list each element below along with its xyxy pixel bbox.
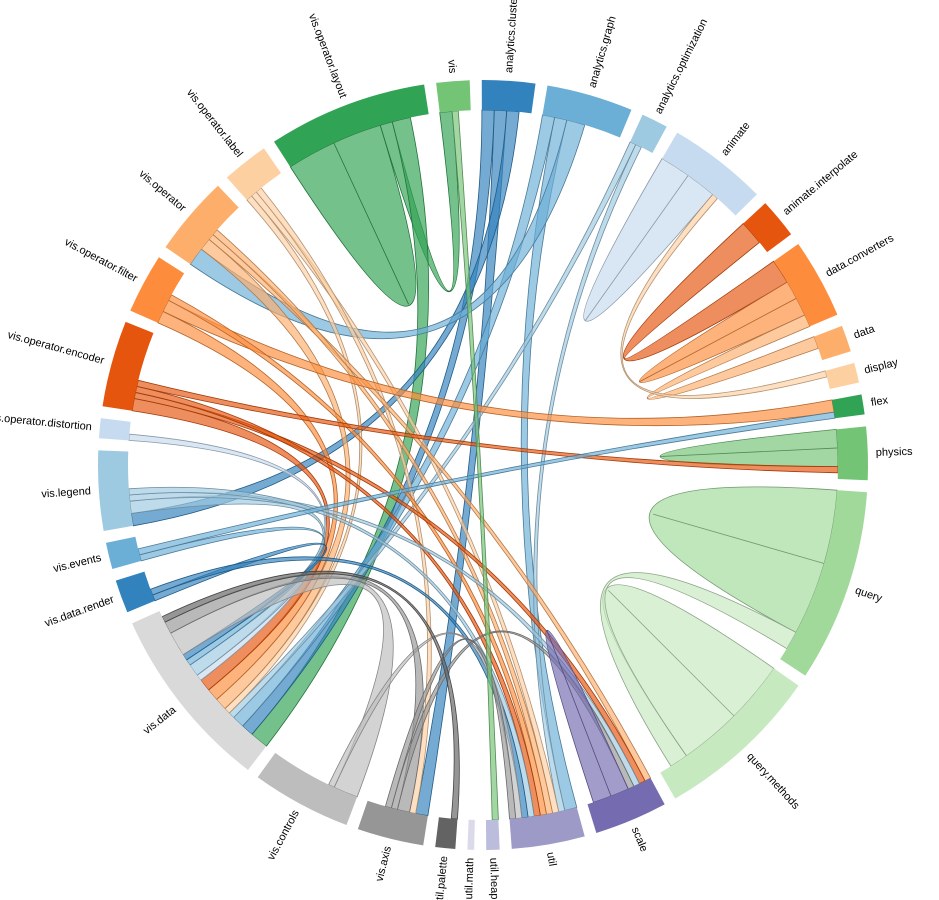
group-label: display [863, 357, 900, 377]
group-arc [257, 752, 358, 825]
group-label: data.converters [824, 232, 897, 280]
group-arc [542, 85, 632, 138]
group-arc [165, 185, 239, 265]
group-label: util.palette [433, 856, 450, 900]
group-label: analytics.graph [587, 15, 619, 89]
group-arc [662, 132, 757, 216]
group-label: flex [870, 394, 889, 409]
chord-ribbon [600, 572, 797, 767]
group-label: query.methods [744, 751, 802, 813]
group-label: vis.legend [41, 485, 91, 500]
chord-ribbon [659, 428, 839, 468]
group-label: animate.interpolate [781, 149, 861, 218]
group-label: util.heap [487, 858, 500, 900]
group-arc [481, 80, 536, 114]
chord-ribbon [200, 238, 351, 710]
group-label: vis.events [52, 552, 103, 575]
chord-ribbon [169, 576, 394, 798]
group-arc [132, 611, 267, 770]
group-arc [102, 321, 154, 411]
group-label: physics [876, 446, 914, 459]
group-arc [825, 362, 860, 389]
chord-ribbon [255, 187, 432, 815]
group-arc [831, 394, 865, 419]
group-arc [743, 203, 792, 253]
group-arc [630, 114, 667, 154]
group-arc [115, 571, 156, 613]
group-label: util [544, 851, 558, 867]
chord-ribbon [149, 556, 529, 819]
group-arc [660, 668, 799, 799]
group-label: analytics.optimization [653, 17, 710, 116]
group-label: vis.operator.distortion [0, 411, 92, 433]
group-label: vis.data [141, 703, 179, 736]
group-arc [98, 418, 131, 441]
group-arc [273, 84, 429, 167]
group-label: util.math [463, 858, 476, 900]
ribbons [128, 109, 839, 821]
group-label: vis.operator [137, 168, 189, 215]
group-arc [813, 325, 851, 361]
chord-ribbon [161, 570, 460, 820]
group-label: data [852, 323, 877, 342]
group-label: animate [719, 120, 752, 158]
group-arc [435, 817, 458, 850]
chord-ribbon [135, 385, 541, 817]
group-arc [130, 257, 185, 323]
group-arc [780, 490, 868, 676]
group-label: vis.operator.encoder [6, 329, 106, 367]
chord-ribbon [136, 379, 839, 474]
group-label: vis.data.render [43, 593, 116, 629]
group-arc [98, 450, 134, 531]
chord-ribbon [451, 110, 499, 821]
group-arc [105, 536, 142, 570]
chord-ribbon [623, 222, 788, 362]
chord-ribbon [232, 114, 556, 727]
group-arc [773, 243, 838, 327]
group-arc [226, 148, 282, 200]
chord-ribbon [533, 144, 642, 813]
group-label: vis [445, 59, 458, 74]
group-label: vis.operator.filter [63, 236, 140, 285]
group-arc [485, 819, 500, 850]
group-label: vis.axis [374, 844, 394, 882]
group-label: vis.operator.label [184, 87, 245, 160]
group-arc [357, 800, 428, 846]
group-arc [587, 777, 665, 833]
group-label: analytics.cluster [503, 0, 520, 73]
group-arc [436, 80, 471, 113]
group-label: scale [629, 825, 650, 853]
chord-ribbon [646, 314, 819, 400]
group-arc [467, 819, 475, 850]
group-label: vis.operator.layout [306, 12, 349, 100]
chord-ribbon [583, 157, 714, 322]
group-arc [836, 426, 868, 481]
group-label: vis.controls [265, 808, 302, 863]
group-label: query [854, 585, 884, 605]
chord-ribbon [128, 486, 535, 818]
chord-ribbon [130, 110, 520, 527]
group-arc [509, 807, 585, 849]
